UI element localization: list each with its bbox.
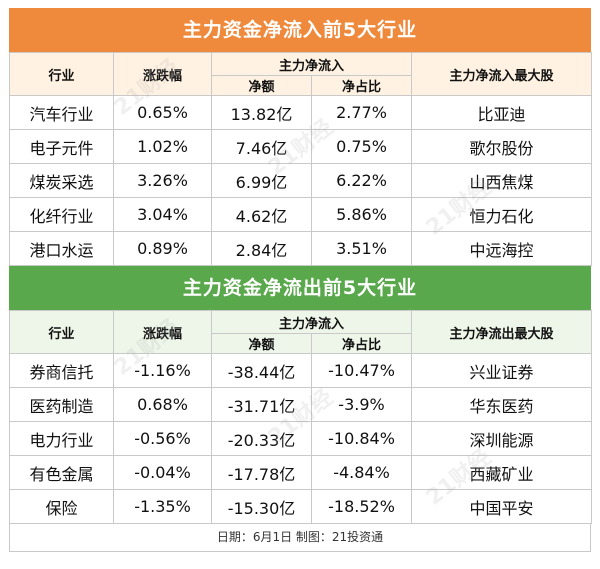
amount-cell: -17.78亿 bbox=[211, 455, 312, 490]
header-net-ratio: 净占比 bbox=[310, 75, 413, 96]
amount-cell: -31.71亿 bbox=[211, 387, 312, 422]
outflow-title: 主力资金净流出前5大行业 bbox=[9, 266, 591, 310]
infographic: 主力资金净流入前5大行业 行业 涨跌幅 主力净流入 主力净流入最大股 净额 净占… bbox=[9, 8, 593, 552]
change-cell: 0.89% bbox=[113, 231, 212, 266]
amount-cell: 7.46亿 bbox=[211, 129, 312, 164]
ratio-cell: -4.84% bbox=[310, 455, 413, 490]
ratio-cell: 5.86% bbox=[310, 197, 413, 232]
ratio-cell: -10.84% bbox=[310, 421, 413, 456]
header-change: 涨跌幅 bbox=[113, 310, 212, 354]
stock-cell: 华东医药 bbox=[411, 387, 593, 422]
header-net-amount: 净额 bbox=[211, 333, 312, 354]
change-cell: 3.04% bbox=[113, 197, 212, 232]
ratio-cell: 6.22% bbox=[310, 163, 413, 198]
stock-cell: 中国平安 bbox=[411, 489, 593, 524]
change-cell: -0.56% bbox=[113, 421, 212, 456]
table-row: 汽车行业 0.65% 13.82亿 2.77% 比亚迪 bbox=[9, 95, 593, 130]
table-row: 煤炭采选 3.26% 6.99亿 6.22% 山西焦煤 bbox=[9, 163, 593, 198]
ratio-cell: 0.75% bbox=[310, 129, 413, 164]
table-row: 保险 -1.35% -15.30亿 -18.52% 中国平安 bbox=[9, 489, 593, 524]
table-row: 医药制造 0.68% -31.71亿 -3.9% 华东医药 bbox=[9, 387, 593, 422]
industry-cell: 电子元件 bbox=[9, 129, 114, 164]
stock-cell: 中远海控 bbox=[411, 231, 593, 266]
change-cell: -1.16% bbox=[113, 353, 212, 388]
change-cell: 3.26% bbox=[113, 163, 212, 198]
ratio-cell: -18.52% bbox=[310, 489, 413, 524]
change-cell: -1.35% bbox=[113, 489, 212, 524]
header-net-group: 主力净流入 bbox=[210, 52, 413, 76]
change-cell: 0.65% bbox=[113, 95, 212, 130]
amount-cell: -15.30亿 bbox=[211, 489, 312, 524]
stock-cell: 歌尔股份 bbox=[411, 129, 593, 164]
table-row: 港口水运 0.89% 2.84亿 3.51% 中远海控 bbox=[9, 231, 593, 266]
change-cell: -0.04% bbox=[113, 455, 212, 490]
industry-cell: 化纤行业 bbox=[9, 197, 114, 232]
industry-cell: 汽车行业 bbox=[9, 95, 114, 130]
ratio-cell: 2.77% bbox=[310, 95, 413, 130]
table-row: 电力行业 -0.56% -20.33亿 -10.84% 深圳能源 bbox=[9, 421, 593, 456]
industry-cell: 有色金属 bbox=[9, 455, 114, 490]
change-cell: 1.02% bbox=[113, 129, 212, 164]
amount-cell: 13.82亿 bbox=[211, 95, 312, 130]
header-industry: 行业 bbox=[9, 52, 114, 96]
header-net-ratio: 净占比 bbox=[310, 333, 413, 354]
outflow-table: 行业 涨跌幅 主力净流入 主力净流出最大股 净额 净占比 券商信托 -1.16%… bbox=[9, 310, 593, 524]
industry-cell: 医药制造 bbox=[9, 387, 114, 422]
stock-cell: 西藏矿业 bbox=[411, 455, 593, 490]
amount-cell: 2.84亿 bbox=[211, 231, 312, 266]
table-row: 电子元件 1.02% 7.46亿 0.75% 歌尔股份 bbox=[9, 129, 593, 164]
ratio-cell: -3.9% bbox=[310, 387, 413, 422]
amount-cell: 6.99亿 bbox=[211, 163, 312, 198]
stock-cell: 恒力石化 bbox=[411, 197, 593, 232]
stock-cell: 山西焦煤 bbox=[411, 163, 593, 198]
inflow-table: 行业 涨跌幅 主力净流入 主力净流入最大股 净额 净占比 汽车行业 0.65% … bbox=[9, 52, 593, 266]
table-row: 化纤行业 3.04% 4.62亿 5.86% 恒力石化 bbox=[9, 197, 593, 232]
industry-cell: 券商信托 bbox=[9, 353, 114, 388]
amount-cell: -38.44亿 bbox=[211, 353, 312, 388]
stock-cell: 比亚迪 bbox=[411, 95, 593, 130]
industry-cell: 电力行业 bbox=[9, 421, 114, 456]
change-cell: 0.68% bbox=[113, 387, 212, 422]
ratio-cell: 3.51% bbox=[310, 231, 413, 266]
table-row: 有色金属 -0.04% -17.78亿 -4.84% 西藏矿业 bbox=[9, 455, 593, 490]
header-net-group: 主力净流入 bbox=[210, 310, 413, 334]
header-change: 涨跌幅 bbox=[113, 52, 212, 96]
amount-cell: -20.33亿 bbox=[211, 421, 312, 456]
amount-cell: 4.62亿 bbox=[211, 197, 312, 232]
industry-cell: 保险 bbox=[9, 489, 114, 524]
ratio-cell: -10.47% bbox=[310, 353, 413, 388]
inflow-title: 主力资金净流入前5大行业 bbox=[9, 8, 591, 52]
footer-credit: 日期：6月1日 制图：21投资通 bbox=[9, 524, 591, 552]
stock-cell: 兴业证券 bbox=[411, 353, 593, 388]
header-top-stock: 主力净流入最大股 bbox=[411, 52, 593, 96]
header-net-amount: 净额 bbox=[211, 75, 312, 96]
industry-cell: 港口水运 bbox=[9, 231, 114, 266]
stock-cell: 深圳能源 bbox=[411, 421, 593, 456]
header-industry: 行业 bbox=[9, 310, 114, 354]
table-row: 券商信托 -1.16% -38.44亿 -10.47% 兴业证券 bbox=[9, 353, 593, 388]
industry-cell: 煤炭采选 bbox=[9, 163, 114, 198]
header-top-stock: 主力净流出最大股 bbox=[411, 310, 593, 354]
